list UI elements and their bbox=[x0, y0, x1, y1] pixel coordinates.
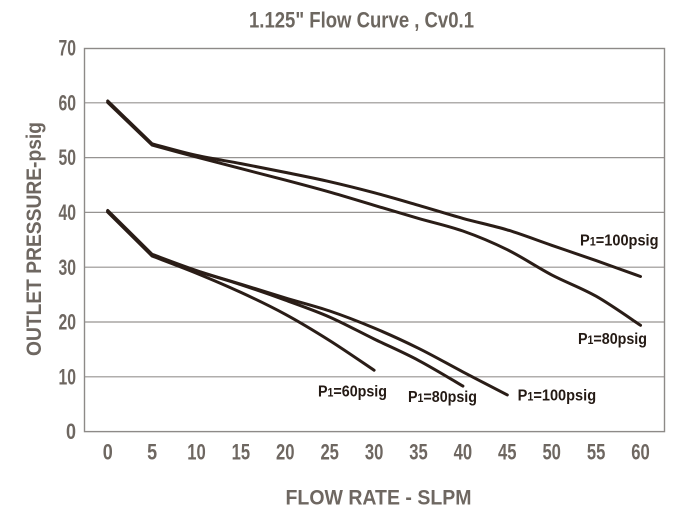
svg-text:50: 50 bbox=[59, 145, 77, 170]
svg-text:1.125" Flow Curve , Cv0.1: 1.125" Flow Curve , Cv0.1 bbox=[249, 7, 474, 32]
svg-text:FLOW RATE - SLPM: FLOW RATE - SLPM bbox=[286, 487, 472, 510]
svg-text:55: 55 bbox=[587, 440, 606, 465]
svg-text:40: 40 bbox=[454, 440, 473, 465]
svg-text:25: 25 bbox=[320, 440, 339, 465]
svg-text:20: 20 bbox=[276, 440, 295, 465]
svg-text:45: 45 bbox=[498, 440, 517, 465]
svg-text:5: 5 bbox=[147, 440, 157, 465]
svg-text:20: 20 bbox=[59, 310, 77, 335]
svg-text:50: 50 bbox=[542, 440, 561, 465]
svg-text:15: 15 bbox=[232, 440, 251, 465]
svg-text:35: 35 bbox=[409, 440, 428, 465]
svg-text:P1=100psig: P1=100psig bbox=[518, 387, 597, 404]
svg-text:0: 0 bbox=[103, 440, 113, 465]
svg-text:60: 60 bbox=[59, 90, 77, 115]
svg-text:P1=60psig: P1=60psig bbox=[318, 384, 387, 401]
svg-text:60: 60 bbox=[631, 440, 650, 465]
svg-text:10: 10 bbox=[187, 440, 206, 465]
svg-text:P1=80psig: P1=80psig bbox=[578, 331, 647, 348]
svg-text:OUTLET PRESSURE-psig: OUTLET PRESSURE-psig bbox=[23, 122, 46, 356]
svg-text:10: 10 bbox=[59, 364, 77, 389]
svg-text:0: 0 bbox=[66, 419, 76, 444]
svg-text:40: 40 bbox=[59, 200, 77, 225]
svg-text:70: 70 bbox=[59, 36, 77, 61]
svg-text:P1=100psig: P1=100psig bbox=[580, 232, 659, 249]
svg-text:30: 30 bbox=[365, 440, 384, 465]
svg-text:30: 30 bbox=[59, 255, 77, 280]
svg-text:P1=80psig: P1=80psig bbox=[408, 389, 477, 406]
